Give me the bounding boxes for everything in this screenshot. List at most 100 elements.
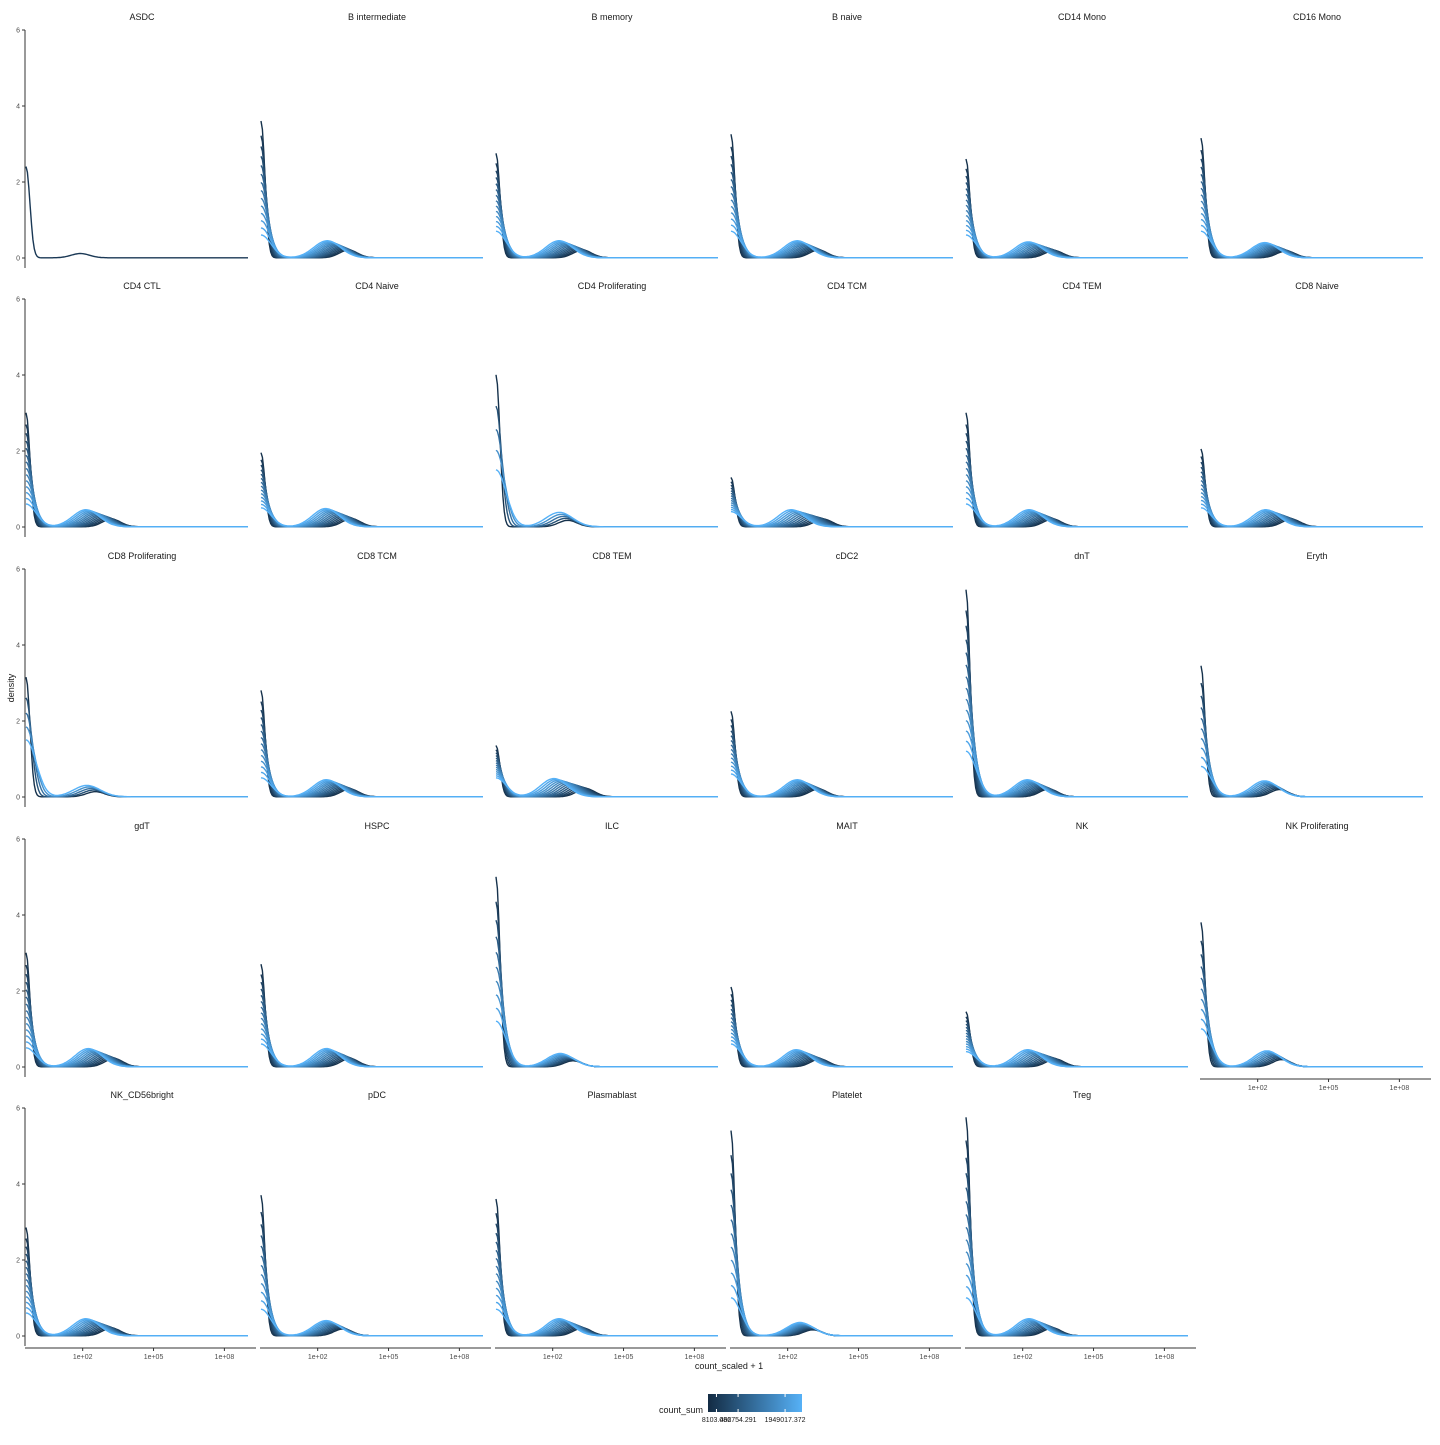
density-line — [260, 212, 483, 259]
density-line — [495, 1198, 718, 1337]
density-line — [25, 454, 248, 528]
density-line — [260, 459, 483, 528]
density-line — [965, 1029, 1188, 1068]
density-line — [965, 1032, 1188, 1068]
y-tick-label: 4 — [16, 643, 20, 650]
density-line — [495, 177, 718, 259]
density-line — [495, 1213, 718, 1337]
density-line — [25, 989, 248, 1068]
density-line — [965, 1023, 1188, 1068]
density-line — [495, 189, 718, 259]
density-line — [260, 1245, 483, 1337]
panel-title: Treg — [1073, 1090, 1091, 1100]
density-line — [730, 484, 953, 528]
facet-panel: CD8 Naive — [1200, 281, 1423, 528]
y-tick-label: 4 — [16, 913, 20, 920]
density-line — [25, 1246, 248, 1337]
y-tick-label: 4 — [16, 1182, 20, 1189]
density-line — [260, 1255, 483, 1337]
density-line — [730, 740, 953, 798]
density-line — [1200, 174, 1423, 259]
density-line — [965, 709, 1188, 798]
density-line — [965, 1285, 1188, 1337]
density-line — [1200, 471, 1423, 528]
density-line — [25, 1253, 248, 1337]
density-line — [495, 1249, 718, 1337]
y-tick-label: 6 — [16, 297, 20, 304]
density-line — [260, 736, 483, 798]
density-line — [1200, 466, 1423, 528]
density-line — [730, 748, 953, 798]
density-line — [260, 709, 483, 798]
panel-title: Plasmablast — [587, 1090, 637, 1100]
density-line — [965, 182, 1188, 259]
density-line — [730, 744, 953, 798]
density-line — [1200, 206, 1423, 259]
density-line — [965, 188, 1188, 259]
density-line — [1200, 707, 1423, 798]
density-line — [260, 493, 483, 528]
density-line — [1200, 737, 1423, 798]
density-line — [260, 1038, 483, 1068]
density-line — [730, 769, 953, 798]
panel-title: ASDC — [129, 12, 155, 22]
density-line — [495, 194, 718, 259]
density-line — [260, 760, 483, 798]
density-line — [495, 225, 718, 259]
density-line — [495, 1241, 718, 1337]
x-tick-label: 1e+08 — [215, 1354, 235, 1361]
legend-colorbar — [708, 1394, 802, 1412]
density-line — [495, 777, 718, 798]
density-line — [730, 146, 953, 259]
density-line — [25, 1035, 248, 1068]
density-line — [965, 204, 1188, 259]
density-line — [730, 1297, 953, 1337]
density-line — [25, 1301, 248, 1337]
density-line — [260, 964, 483, 1068]
density-line — [730, 1259, 953, 1337]
x-tick-label: 1e+08 — [1390, 1085, 1410, 1092]
density-line — [1200, 665, 1423, 798]
y-tick-label: 2 — [16, 449, 20, 456]
density-line — [495, 428, 718, 528]
x-tick-label: 1e+05 — [614, 1354, 634, 1361]
density-line — [730, 230, 953, 259]
legend-label: 1949017.372 — [765, 1417, 806, 1424]
density-line — [495, 757, 718, 798]
density-line — [965, 1263, 1188, 1337]
density-line — [965, 209, 1188, 259]
density-line — [965, 676, 1188, 798]
panel-title: B naive — [832, 12, 862, 22]
density-line — [965, 698, 1188, 798]
panel-title: HSPC — [364, 821, 390, 831]
density-line — [965, 1201, 1188, 1337]
density-line — [260, 507, 483, 528]
facet-panel: ASDC 0 2 4 6 — [16, 12, 248, 268]
facet-panel: ILC — [495, 821, 718, 1068]
density-line — [495, 205, 718, 259]
y-tick-label: 6 — [16, 28, 20, 35]
density-line — [260, 227, 483, 259]
density-line — [260, 220, 483, 259]
density-line — [1200, 507, 1423, 528]
density-line — [495, 374, 718, 528]
density-line — [260, 1224, 483, 1337]
y-tick-label: 6 — [16, 567, 20, 574]
facet-panel: B intermediate — [260, 12, 483, 259]
density-line — [495, 200, 718, 259]
density-line — [730, 724, 953, 798]
density-line — [495, 230, 718, 259]
density-line — [730, 497, 953, 528]
density-line — [495, 980, 718, 1068]
density-line — [965, 461, 1188, 528]
density-line — [25, 412, 248, 528]
density-line — [260, 120, 483, 259]
x-tick-label: 1e+08 — [685, 1354, 705, 1361]
facet-panel: B naive — [730, 12, 953, 259]
density-line — [730, 1173, 953, 1337]
density-line — [260, 477, 483, 528]
density-line — [730, 1284, 953, 1337]
density-line — [260, 701, 483, 798]
